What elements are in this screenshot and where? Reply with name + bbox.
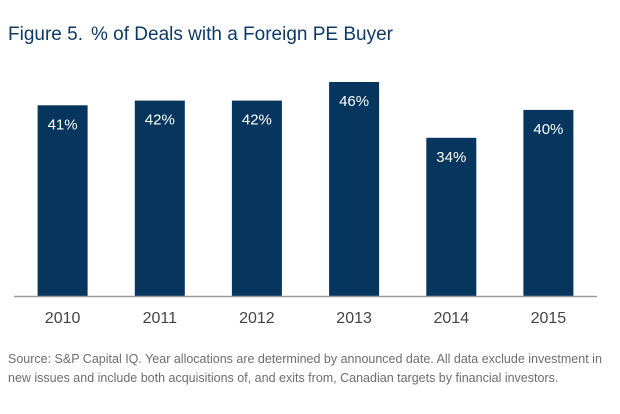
bar-2012 xyxy=(231,100,282,296)
bar-2014 xyxy=(426,137,477,296)
data-label-2010: 41% xyxy=(48,116,78,133)
bar-2013 xyxy=(329,82,380,296)
data-label-2014: 34% xyxy=(436,149,466,166)
data-label-2012: 42% xyxy=(242,112,272,129)
x-tick-label-2012: 2012 xyxy=(239,310,275,327)
bar-2015 xyxy=(523,109,574,297)
x-tick-label-2015: 2015 xyxy=(531,310,567,327)
bar-2010 xyxy=(37,105,88,296)
bar-2011 xyxy=(134,100,185,296)
chart-title: Figure 5. % of Deals with a Foreign PE Bu… xyxy=(8,24,393,46)
x-tick-label-2011: 2011 xyxy=(143,310,178,327)
x-tick-label-2014: 2014 xyxy=(434,310,470,327)
figure-title: % of Deals with a Foreign PE Buyer xyxy=(90,24,394,45)
x-tick-label-2010: 2010 xyxy=(45,310,81,327)
bar-chart: 41% 2010 42% 2011 42% 2012 46% 2013 34% 2014 40% 20… xyxy=(14,82,597,327)
x-tick-label-2013: 2013 xyxy=(336,310,372,327)
source-note: Source: S&P Capital IQ. Year allocations… xyxy=(8,352,602,385)
data-label-2011: 42% xyxy=(145,112,175,129)
data-label-2013: 46% xyxy=(339,93,369,110)
data-label-2015: 40% xyxy=(533,121,563,138)
figure-number: Figure 5. xyxy=(8,24,83,45)
